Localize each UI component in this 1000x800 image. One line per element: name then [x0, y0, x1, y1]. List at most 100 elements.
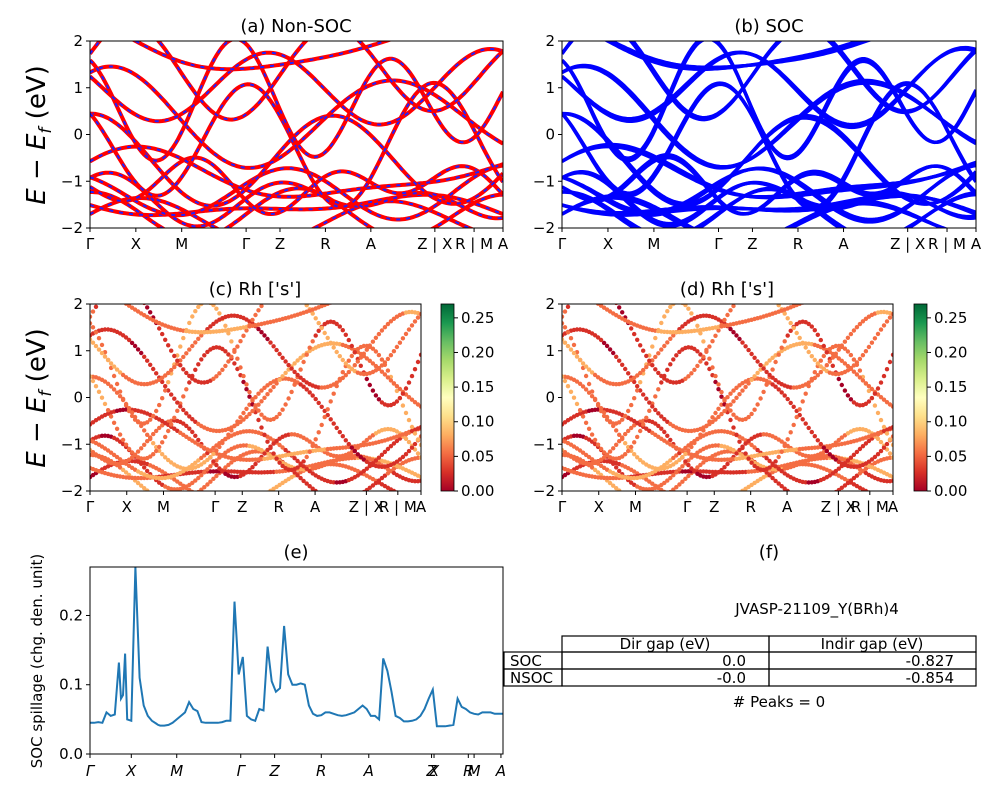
projection-point	[854, 372, 860, 377]
projection-point	[340, 328, 345, 333]
projection-point	[229, 504, 233, 508]
projection-point	[343, 373, 348, 378]
projection-point	[878, 380, 884, 385]
projection-point	[788, 328, 793, 333]
projection-point	[572, 296, 576, 300]
projection-point	[592, 467, 598, 473]
projection-point	[890, 425, 893, 430]
projection-point	[620, 417, 625, 422]
projection-point	[857, 356, 863, 362]
projection-point	[289, 366, 294, 371]
projection-point	[247, 394, 252, 399]
projection-point	[163, 373, 168, 378]
projection-point	[890, 311, 893, 317]
projection-point	[701, 460, 706, 465]
projection-point	[761, 366, 766, 371]
projection-point	[731, 304, 736, 309]
projection-point	[292, 470, 297, 475]
projection-point	[819, 293, 823, 297]
projection-point	[644, 396, 649, 401]
projection-point	[674, 353, 679, 358]
projection-point	[882, 293, 886, 297]
col-header-indir-gap: Indir gap (eV)	[821, 635, 924, 653]
x-tick-label: R	[320, 235, 330, 253]
nsoc-dir-gap: -0.0	[717, 669, 746, 687]
x-tick-label: Z	[747, 235, 757, 253]
projection-point	[139, 446, 144, 451]
spillage-ylabel: SOC spillage (chg. den. unit)	[28, 554, 46, 769]
projection-point	[863, 441, 869, 446]
projection-point	[376, 352, 382, 358]
x-tick-label: Γ	[558, 498, 567, 516]
projection-point	[295, 473, 300, 478]
projection-point	[884, 400, 890, 405]
projection-point	[223, 503, 227, 507]
projection-point	[151, 452, 156, 457]
projection-point	[361, 351, 366, 356]
projection-point	[650, 363, 655, 368]
projection-point	[373, 393, 379, 398]
projection-point	[767, 465, 772, 470]
projection-point	[406, 327, 412, 332]
projection-point	[575, 293, 579, 297]
row-label-soc: SOC	[510, 652, 542, 670]
projection-point	[746, 381, 751, 386]
projection-point	[277, 351, 282, 357]
colorbar-tick-label: 0.20	[461, 343, 494, 361]
projection-point	[890, 352, 893, 357]
projection-point	[370, 339, 376, 344]
projection-point	[848, 331, 854, 337]
projection-point	[565, 343, 571, 349]
projection-point	[199, 304, 204, 307]
projection-point	[301, 299, 305, 303]
projection-point	[804, 299, 808, 303]
projection-point	[743, 441, 748, 446]
projection-point	[124, 284, 128, 288]
projection-point	[770, 462, 775, 468]
projection-point	[103, 293, 107, 297]
projection-point	[568, 347, 574, 352]
projection-point	[586, 367, 592, 372]
projection-point	[359, 492, 363, 496]
projection-point	[389, 286, 393, 290]
projection-point	[214, 374, 219, 379]
projection-point	[340, 370, 345, 375]
projection-point	[746, 414, 751, 420]
projection-point	[166, 370, 171, 376]
projection-point	[412, 431, 418, 436]
projection-point	[313, 437, 318, 442]
projection-point	[562, 337, 565, 342]
projection-point	[707, 421, 712, 427]
x-tick-label: Γ	[683, 498, 692, 516]
projection-point	[193, 492, 197, 496]
projection-point	[842, 388, 848, 393]
projection-point	[683, 476, 688, 481]
projection-point	[157, 425, 162, 431]
projection-point	[126, 457, 132, 462]
projection-point	[797, 335, 802, 341]
projection-point	[678, 304, 681, 305]
projection-point	[385, 368, 391, 373]
projection-point	[259, 330, 264, 335]
colorbar-tick-label: 0.05	[461, 447, 494, 465]
projection-point	[884, 319, 890, 324]
projection-point	[629, 425, 634, 431]
projection-point	[238, 339, 243, 344]
projection-point	[190, 462, 195, 468]
projection-point	[719, 500, 723, 504]
projection-point	[145, 358, 150, 363]
projection-point	[623, 366, 628, 372]
projection-point	[731, 399, 736, 404]
x-tick-label: M	[629, 498, 642, 516]
projection-point	[418, 311, 421, 317]
projection-point	[851, 363, 857, 368]
projection-point	[623, 413, 628, 419]
soc-indir-gap: -0.827	[906, 652, 954, 670]
projection-point	[776, 387, 781, 392]
projection-point	[274, 381, 279, 386]
projection-point	[175, 408, 180, 413]
band-line-nonsoc	[90, 155, 503, 217]
projection-point	[157, 326, 162, 331]
projection-point	[803, 421, 808, 426]
